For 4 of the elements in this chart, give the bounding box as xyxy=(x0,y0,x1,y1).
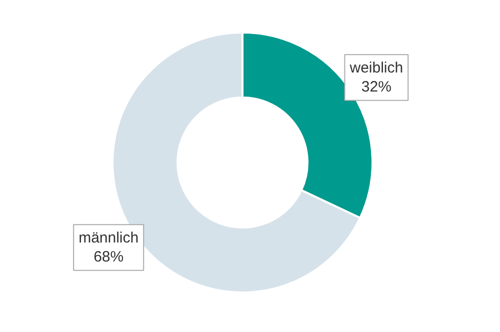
data-label: 32% xyxy=(361,78,392,96)
slice-label: männlich xyxy=(78,230,139,247)
slice-label: weiblich xyxy=(348,60,404,77)
data-label: 68% xyxy=(94,248,124,266)
